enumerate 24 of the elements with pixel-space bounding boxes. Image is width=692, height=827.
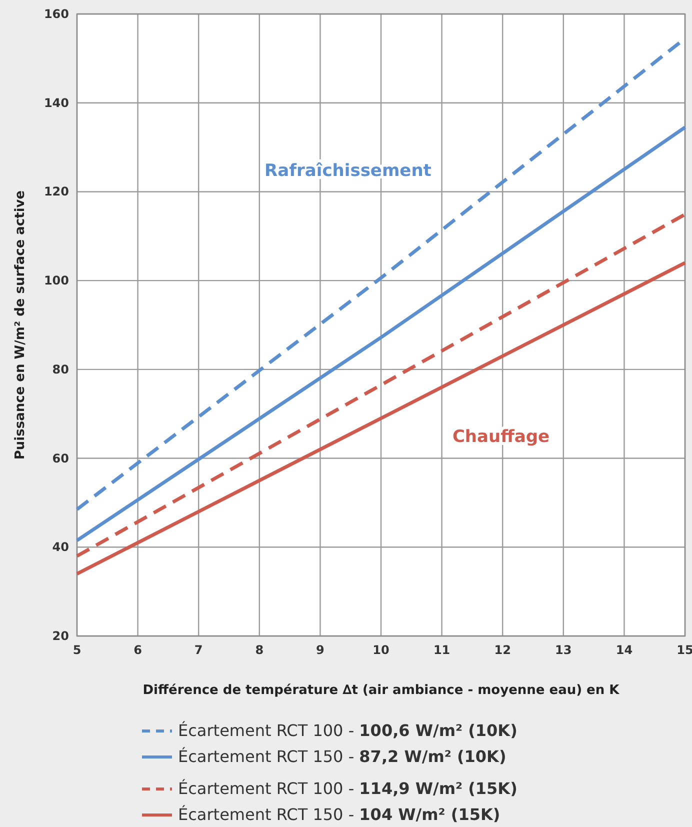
x-tick-label: 13 [555,643,572,657]
x-tick-label: 12 [494,643,511,657]
x-tick-label: 10 [372,643,390,657]
y-tick-label: 80 [52,362,69,376]
x-axis-title: Différence de température ∆t (air ambiance - moyenne eau) en K [142,683,620,698]
y-tick-label: 20 [52,629,69,643]
y-axis-title: Puissance en W/m² de surface active [13,190,28,460]
y-tick-label: 140 [44,96,69,110]
x-tick-label: 8 [255,643,264,657]
x-tick-label: 6 [134,643,142,657]
legend-label: Écartement RCT 150 - 87,2 W/m² (10K) [178,747,506,766]
x-tick-label: 5 [72,643,82,657]
x-tick-label: 14 [616,643,633,657]
y-tick-label: 60 [52,451,69,466]
y-tick-label: 120 [44,184,69,199]
x-tick-label: 7 [194,643,203,657]
legend-label: Écartement RCT 100 - 114,9 W/m² (15K) [178,779,518,798]
legend-label: Écartement RCT 150 - 104 W/m² (15K) [178,805,500,824]
y-tick-label: 100 [44,274,69,288]
x-tick-label: 11 [433,643,450,657]
y-tick-label: 40 [52,540,69,554]
legend-label: Écartement RCT 100 - 100,6 W/m² (10K) [178,721,518,740]
x-tick-label: 9 [316,643,324,657]
y-tick-label: 160 [44,7,69,21]
